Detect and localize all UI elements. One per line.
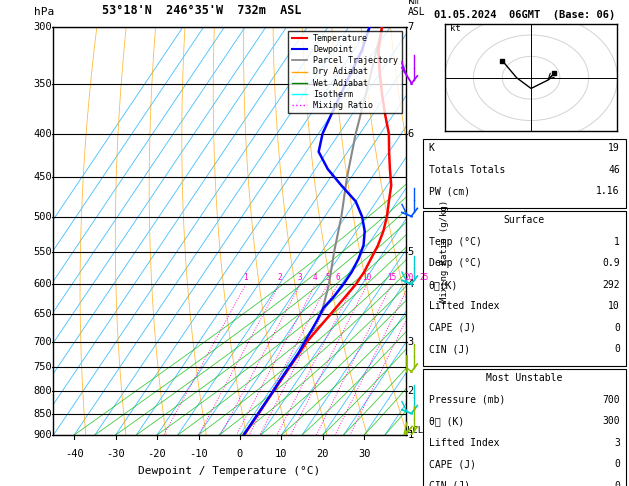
Text: PW (cm): PW (cm) bbox=[429, 187, 470, 196]
Text: CAPE (J): CAPE (J) bbox=[429, 459, 476, 469]
Text: 800: 800 bbox=[33, 386, 52, 396]
Text: Lifted Index: Lifted Index bbox=[429, 438, 499, 448]
Text: Surface: Surface bbox=[504, 215, 545, 225]
Text: 46: 46 bbox=[608, 165, 620, 175]
Text: 7: 7 bbox=[408, 22, 414, 32]
Text: 650: 650 bbox=[33, 309, 52, 319]
Text: 300: 300 bbox=[602, 417, 620, 426]
Text: 6: 6 bbox=[408, 129, 414, 139]
Text: 3: 3 bbox=[408, 337, 414, 347]
Text: 6: 6 bbox=[335, 273, 340, 282]
Text: Dewp (°C): Dewp (°C) bbox=[429, 258, 482, 268]
Text: K: K bbox=[429, 143, 435, 154]
Text: 450: 450 bbox=[33, 173, 52, 182]
Text: 20: 20 bbox=[316, 449, 329, 459]
Text: hPa: hPa bbox=[34, 6, 54, 17]
Text: 1: 1 bbox=[243, 273, 248, 282]
Text: 0: 0 bbox=[614, 481, 620, 486]
Text: 4: 4 bbox=[313, 273, 318, 282]
Text: 53°18'N  246°35'W  732m  ASL: 53°18'N 246°35'W 732m ASL bbox=[102, 3, 301, 17]
Text: θᴇ (K): θᴇ (K) bbox=[429, 417, 464, 426]
Text: LCL: LCL bbox=[408, 426, 423, 435]
Text: θᴇ(K): θᴇ(K) bbox=[429, 280, 458, 290]
Text: Mixing Ratio (g/kg): Mixing Ratio (g/kg) bbox=[440, 200, 449, 302]
Legend: Temperature, Dewpoint, Parcel Trajectory, Dry Adiabat, Wet Adiabat, Isotherm, Mi: Temperature, Dewpoint, Parcel Trajectory… bbox=[288, 31, 401, 113]
Text: Dewpoint / Temperature (°C): Dewpoint / Temperature (°C) bbox=[138, 466, 321, 476]
Text: -10: -10 bbox=[189, 449, 208, 459]
Text: 700: 700 bbox=[33, 337, 52, 347]
Text: Totals Totals: Totals Totals bbox=[429, 165, 505, 175]
Text: kt: kt bbox=[450, 24, 461, 33]
Text: 0.9: 0.9 bbox=[602, 258, 620, 268]
Text: 292: 292 bbox=[602, 280, 620, 290]
Text: 0: 0 bbox=[614, 459, 620, 469]
Text: 850: 850 bbox=[33, 409, 52, 419]
Text: 15: 15 bbox=[387, 273, 396, 282]
Text: -30: -30 bbox=[106, 449, 125, 459]
Text: 1.16: 1.16 bbox=[596, 187, 620, 196]
Text: -40: -40 bbox=[65, 449, 84, 459]
Text: 550: 550 bbox=[33, 247, 52, 257]
Text: 10: 10 bbox=[608, 301, 620, 312]
Text: 1: 1 bbox=[614, 237, 620, 247]
Text: 700: 700 bbox=[602, 395, 620, 405]
Text: Lifted Index: Lifted Index bbox=[429, 301, 499, 312]
Text: CAPE (J): CAPE (J) bbox=[429, 323, 476, 333]
Text: CIN (J): CIN (J) bbox=[429, 481, 470, 486]
Text: 400: 400 bbox=[33, 129, 52, 139]
Text: 600: 600 bbox=[33, 279, 52, 289]
Text: -20: -20 bbox=[148, 449, 167, 459]
Text: 750: 750 bbox=[33, 362, 52, 372]
Text: 20: 20 bbox=[405, 273, 414, 282]
Text: 25: 25 bbox=[419, 273, 428, 282]
Text: 2: 2 bbox=[277, 273, 282, 282]
Text: Temp (°C): Temp (°C) bbox=[429, 237, 482, 247]
Text: 900: 900 bbox=[33, 430, 52, 440]
Text: km
ASL: km ASL bbox=[408, 0, 425, 17]
Text: CIN (J): CIN (J) bbox=[429, 345, 470, 354]
Text: 350: 350 bbox=[33, 79, 52, 89]
Text: 3: 3 bbox=[298, 273, 303, 282]
Text: 500: 500 bbox=[33, 211, 52, 222]
Text: 19: 19 bbox=[608, 143, 620, 154]
Text: Pressure (mb): Pressure (mb) bbox=[429, 395, 505, 405]
Text: 10: 10 bbox=[275, 449, 287, 459]
Text: 0: 0 bbox=[614, 323, 620, 333]
Text: 01.05.2024  06GMT  (Base: 06): 01.05.2024 06GMT (Base: 06) bbox=[433, 10, 615, 19]
Text: 0: 0 bbox=[237, 449, 243, 459]
Text: 0: 0 bbox=[614, 345, 620, 354]
Text: 300: 300 bbox=[33, 22, 52, 32]
Text: 5: 5 bbox=[408, 247, 414, 257]
Text: Most Unstable: Most Unstable bbox=[486, 373, 562, 383]
Text: 4: 4 bbox=[408, 279, 414, 289]
Text: 5: 5 bbox=[325, 273, 330, 282]
Text: 2: 2 bbox=[408, 386, 414, 396]
Text: 3: 3 bbox=[614, 438, 620, 448]
Text: 1: 1 bbox=[408, 430, 414, 440]
Text: 30: 30 bbox=[358, 449, 370, 459]
Text: 10: 10 bbox=[362, 273, 372, 282]
